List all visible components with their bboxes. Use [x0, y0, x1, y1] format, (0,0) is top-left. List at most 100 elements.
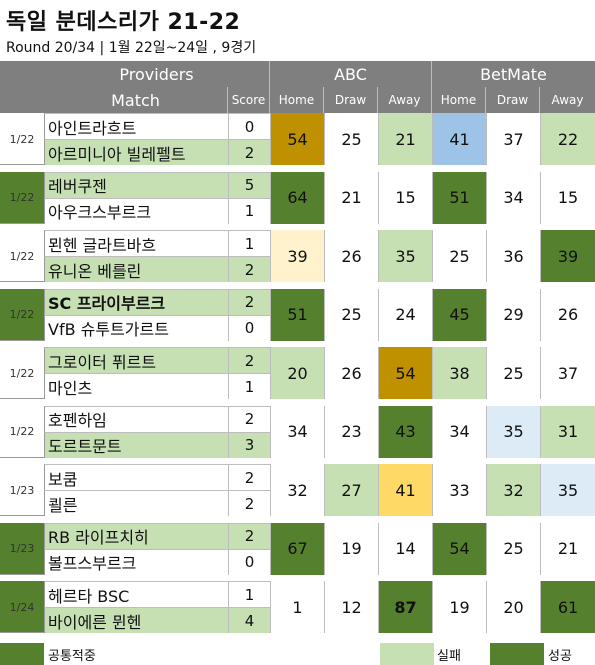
match-date: 1/22 [9, 425, 35, 438]
home-score: 1 [228, 230, 270, 256]
home-score: 2 [228, 347, 270, 373]
abc-away-probability: 41 [378, 464, 432, 516]
abc-away-probability: 87 [378, 581, 432, 633]
match-date: 1/22 [9, 308, 35, 321]
home-team: 그로이터 퓌르트 [44, 347, 228, 373]
header-provider-abc: ABC [270, 61, 432, 87]
abc-away-probability: 43 [378, 405, 432, 458]
home-score: 2 [228, 522, 270, 549]
home-team: 보쿰 [44, 464, 228, 490]
betmate-draw-probability: 32 [486, 464, 540, 516]
home-team: 호펜하임 [44, 405, 228, 432]
betmate-draw-probability: 25 [486, 522, 540, 575]
page-title: 독일 분데스리가 21-22 [6, 10, 241, 35]
abc-draw-probability: 21 [324, 171, 378, 224]
away-score: 0 [228, 548, 270, 575]
legend-swatch-success [490, 643, 544, 665]
header-abc-home: Home [270, 87, 324, 113]
abc-away-probability: 21 [378, 113, 432, 165]
betmate-draw-probability: 34 [486, 171, 540, 224]
home-team: 레버쿠젠 [44, 171, 228, 198]
abc-away-probability: 14 [378, 522, 432, 575]
away-score: 4 [228, 607, 270, 633]
header-betmate-home: Home [432, 87, 486, 113]
abc-away-probability: 24 [378, 288, 432, 341]
betmate-draw-probability: 20 [486, 581, 540, 633]
header-row-columns: Match Score Home Draw Away Home Draw Awa… [0, 87, 595, 113]
abc-away-probability: 54 [378, 347, 432, 399]
betmate-draw-probability: 25 [486, 347, 540, 399]
abc-home-probability: 32 [270, 464, 324, 516]
away-team: 유니온 베를린 [44, 256, 228, 282]
home-team: 아인트라흐트 [44, 113, 228, 139]
home-score: 0 [228, 113, 270, 139]
home-score: 2 [228, 464, 270, 490]
abc-home-probability: 20 [270, 347, 324, 399]
betmate-away-probability: 15 [540, 171, 595, 224]
match-date: 1/22 [9, 191, 35, 204]
home-score: 5 [228, 171, 270, 198]
header-betmate-away: Away [551, 93, 584, 107]
away-team: VfB 슈투트가르트 [44, 314, 228, 341]
away-score: 2 [228, 139, 270, 165]
abc-draw-probability: 25 [324, 288, 378, 341]
match-date: 1/22 [9, 366, 35, 380]
match-row: 1/22 묀헨 글라트바흐 1 유니온 베를린 2 39 26 35 25 36 39 [0, 230, 595, 282]
match-date: 1/22 [9, 249, 35, 263]
betmate-away-probability: 37 [540, 347, 595, 399]
away-score: 2 [228, 490, 270, 516]
abc-draw-probability: 25 [324, 113, 378, 165]
betmate-away-probability: 26 [540, 288, 595, 341]
match-row: 1/22 레버쿠젠 5 아우크스부르크 1 64 21 15 51 34 15 [0, 171, 595, 224]
match-date: 1/23 [9, 483, 35, 497]
away-team: 도르트문트 [44, 431, 228, 458]
abc-draw-probability: 19 [324, 522, 378, 575]
header-provider-betmate: BetMate [480, 64, 547, 84]
betmate-draw-probability: 29 [486, 288, 540, 341]
betmate-away-probability: 31 [540, 405, 595, 458]
abc-away-probability: 15 [378, 171, 432, 224]
away-score: 1 [228, 197, 270, 224]
away-score: 3 [228, 431, 270, 458]
betmate-draw-probability: 35 [486, 405, 540, 458]
match-date: 1/22 [9, 132, 35, 146]
header-providers: Providers [44, 61, 270, 87]
home-score: 2 [228, 288, 270, 315]
legend-label-success: 성공 [548, 649, 572, 664]
betmate-home-probability: 54 [432, 522, 486, 575]
legend-swatch-common [0, 643, 44, 665]
betmate-away-probability: 61 [540, 581, 595, 633]
match-row: 1/23 RB 라이프치히 2 볼프스부르크 0 67 19 14 54 25 21 [0, 522, 595, 575]
header-abc-away: Away [378, 87, 432, 113]
abc-home-probability: 67 [270, 522, 324, 575]
legend-swatch-fail [380, 643, 434, 665]
betmate-draw-probability: 36 [486, 230, 540, 282]
abc-home-probability: 51 [270, 288, 324, 341]
away-score: 0 [228, 314, 270, 341]
match-row: 1/22 SC 프라이부르크 2 VfB 슈투트가르트 0 51 25 24 45 29 26 [0, 288, 595, 341]
abc-home-probability: 34 [270, 405, 324, 458]
home-team: SC 프라이부르크 [44, 288, 228, 315]
match-row: 1/24 헤르타 BSC 1 바이에른 뮌헨 4 1 12 87 19 20 61 [0, 581, 595, 633]
header-betmate-draw: Draw [486, 87, 540, 113]
betmate-home-probability: 25 [432, 230, 486, 282]
betmate-draw-probability: 37 [486, 113, 540, 165]
home-score: 2 [228, 405, 270, 432]
home-score: 1 [228, 581, 270, 607]
away-score: 1 [228, 373, 270, 399]
betmate-away-probability: 22 [540, 113, 595, 165]
betmate-away-probability: 21 [540, 522, 595, 575]
betmate-home-probability: 38 [432, 347, 486, 399]
header-abc-draw: Draw [324, 87, 378, 113]
abc-draw-probability: 27 [324, 464, 378, 516]
abc-away-probability: 35 [378, 230, 432, 282]
abc-home-probability: 1 [270, 581, 324, 633]
away-team: 아르미니아 빌레펠트 [44, 139, 228, 165]
match-date: 1/23 [9, 542, 35, 555]
match-row: 1/22 아인트라흐트 0 아르미니아 빌레펠트 2 54 25 21 41 37 22 [0, 113, 595, 165]
legend: 공통적중 실패 성공 [0, 643, 595, 665]
match-row: 1/22 그로이터 퓌르트 2 마인츠 1 20 26 54 38 25 37 [0, 347, 595, 399]
betmate-away-probability: 35 [540, 464, 595, 516]
away-team: 아우크스부르크 [44, 197, 228, 224]
header-score: Score [228, 87, 270, 113]
